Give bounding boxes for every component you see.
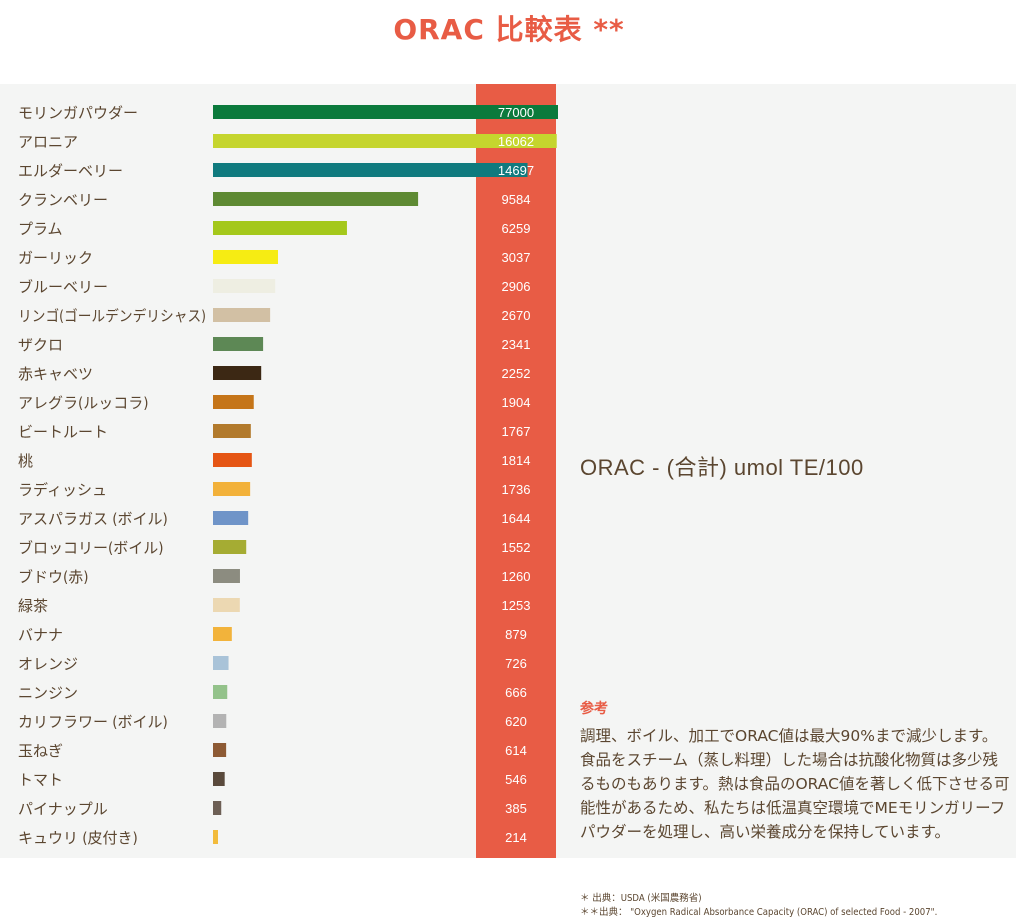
orac-bar-chart: モリンガパウダー 77000 アロニア 16062 エルダーベリー 14697 クランベリー… — [18, 84, 558, 858]
category-label: アロニア — [18, 133, 78, 151]
bar — [213, 221, 347, 235]
bar — [213, 105, 558, 119]
value-label: 2670 — [502, 308, 531, 323]
bar — [213, 830, 218, 844]
category-label: ブロッコリー(ボイル) — [18, 539, 164, 557]
value-label: 2341 — [502, 337, 531, 352]
value-label: 1736 — [502, 482, 531, 497]
value-column — [476, 84, 556, 858]
category-label: ニンジン — [18, 684, 78, 702]
bar — [213, 453, 252, 467]
bar — [213, 656, 229, 670]
bar — [213, 163, 528, 177]
category-label: ザクロ — [18, 336, 63, 354]
category-label: トマト — [18, 771, 63, 789]
bar — [213, 395, 254, 409]
category-label: オレンジ — [18, 655, 78, 673]
category-label: キュウリ (皮付き) — [18, 829, 138, 847]
value-label: 1767 — [502, 424, 531, 439]
value-label: 614 — [505, 743, 527, 758]
category-label: アレグラ(ルッコラ) — [18, 394, 149, 412]
bar — [213, 743, 227, 757]
value-label: 2906 — [502, 279, 531, 294]
sources-list: ＊ 出典：USDA (米国農務省) ＊＊出典： "Oxygen Radical … — [580, 892, 1014, 920]
bar — [213, 337, 264, 351]
category-label: バナナ — [18, 626, 63, 644]
value-label: 666 — [505, 685, 527, 700]
bar — [213, 569, 240, 583]
bar — [213, 772, 225, 786]
category-label: 緑茶 — [18, 597, 48, 615]
metric-label: ORAC - (合計) umol TE/100 — [580, 455, 864, 480]
value-label: 2252 — [502, 366, 531, 381]
value-label: 3037 — [502, 250, 531, 265]
bar — [213, 598, 240, 612]
bar — [213, 308, 271, 322]
value-label: 6259 — [502, 221, 531, 236]
bar — [213, 250, 278, 264]
category-label: ガーリック — [18, 249, 93, 267]
value-label: 16062 — [498, 134, 534, 149]
category-label: アスパラガス (ボイル) — [18, 510, 168, 528]
value-label: 9584 — [502, 192, 531, 207]
bar — [213, 714, 227, 728]
value-label: 214 — [505, 830, 527, 845]
category-label: モリンガパウダー — [18, 104, 138, 122]
category-label: エルダーベリー — [18, 162, 123, 180]
bar — [213, 134, 557, 148]
value-label: 1814 — [502, 453, 531, 468]
value-label: 1904 — [502, 395, 531, 410]
page-title: ORAC 比較表 ** — [393, 13, 625, 46]
category-label: ブルーベリー — [18, 278, 108, 296]
bar — [213, 192, 419, 206]
category-label: カリフラワー (ボイル) — [18, 713, 168, 731]
value-label: 14697 — [498, 163, 534, 178]
bar — [213, 511, 249, 525]
bar — [213, 366, 262, 380]
category-label: パイナップル — [18, 800, 108, 818]
source-usda: ＊ 出典：USDA (米国農務省) — [580, 893, 702, 904]
bar — [213, 482, 251, 496]
value-label: 1260 — [502, 569, 531, 584]
value-label: 879 — [505, 627, 527, 642]
bar — [213, 685, 228, 699]
value-label: 77000 — [498, 105, 534, 120]
category-label: 桃 — [18, 452, 33, 470]
bar — [213, 540, 247, 554]
category-label: 玉ねぎ — [18, 742, 63, 760]
bar — [213, 279, 276, 293]
category-label: プラム — [18, 220, 63, 238]
reference-heading: 参考 — [580, 701, 608, 717]
category-label: クランベリー — [18, 191, 108, 209]
value-label: 1552 — [502, 540, 531, 555]
reference-body: 調理、ボイル、加工でORAC値は最大90%まで減少します。食品をスチーム（蒸し料… — [580, 727, 1010, 841]
category-label: リンゴ(ゴールデンデリシャス) — [18, 307, 206, 325]
value-label: 1253 — [502, 598, 531, 613]
bar — [213, 627, 232, 641]
value-label: 385 — [505, 801, 527, 816]
source-orac-2007: ＊＊出典： "Oxygen Radical Absorbance Capacit… — [580, 907, 938, 918]
value-label: 620 — [505, 714, 527, 729]
bar — [213, 801, 222, 815]
category-label: ブドウ(赤) — [18, 568, 89, 586]
value-label: 546 — [505, 772, 527, 787]
category-label: ビートルート — [18, 423, 108, 441]
bar — [213, 424, 251, 438]
value-label: 1644 — [502, 511, 531, 526]
value-label: 726 — [505, 656, 527, 671]
category-label: ラディッシュ — [18, 481, 107, 499]
chart-panel: モリンガパウダー 77000 アロニア 16062 エルダーベリー 14697 クランベリー… — [0, 84, 1016, 918]
category-label: 赤キャベツ — [18, 365, 93, 383]
